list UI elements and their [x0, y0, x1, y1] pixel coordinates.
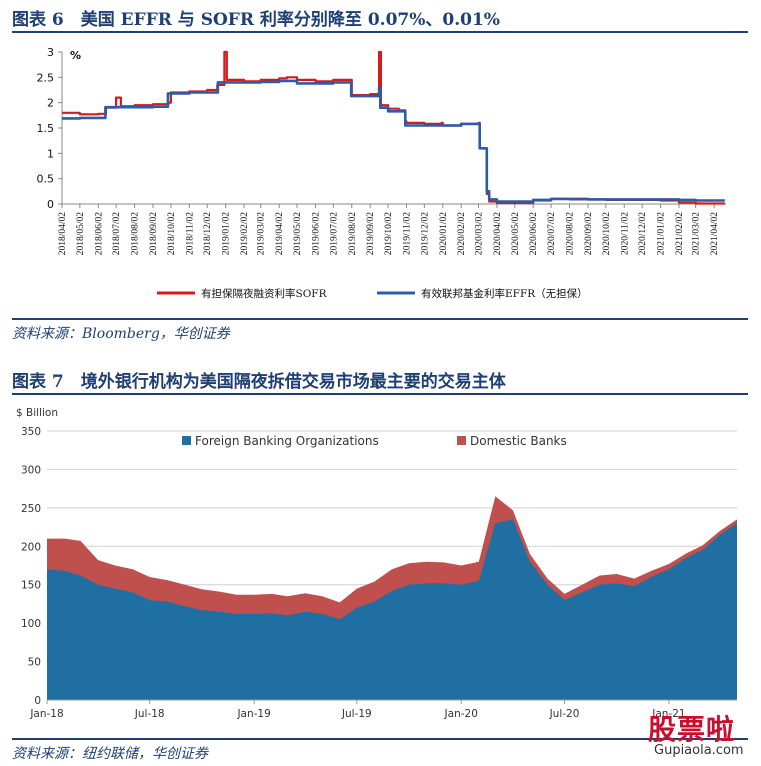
x-tick-label: 2018/09/02	[149, 212, 159, 256]
figure7-title: 图表 7 境外银行机构为美国隔夜拆借交易市场最主要的交易主体	[12, 372, 506, 392]
effr-series-line	[62, 79, 725, 203]
x-tick-label: 2020/02/02	[457, 212, 467, 256]
x-tick-label: 2019/08/02	[348, 212, 358, 256]
y-tick-label: 1	[47, 147, 54, 160]
x-tick-label: 2019/10/02	[384, 212, 394, 256]
figure6-bottom-rule	[12, 318, 748, 320]
site-watermark: 股票啦 Gupiaola.com	[648, 708, 758, 764]
figure7-bottom-rule	[12, 738, 748, 740]
x-tick-label: 2020/08/02	[566, 212, 576, 256]
y-tick-label: 2.5	[37, 71, 55, 84]
x-tick-label: Jan-20	[444, 708, 478, 720]
y-tick-label: 0	[34, 695, 41, 707]
x-tick-label: 2020/05/02	[511, 212, 521, 256]
x-tick-label: 2019/01/02	[222, 212, 232, 256]
x-tick-label: 2020/06/02	[529, 212, 539, 256]
y-tick-label: 300	[21, 464, 41, 476]
x-tick-label: 2021/04/02	[710, 212, 720, 256]
y-unit-label: %	[70, 49, 81, 62]
legend-swatch-domestic	[457, 436, 466, 445]
y-tick-label: 3	[47, 46, 54, 59]
x-tick-label: Jul-18	[134, 708, 165, 720]
figure6-title-rule	[12, 31, 748, 33]
domestic-banks-area	[47, 496, 737, 700]
y-unit-label: $ Billion	[16, 407, 58, 419]
x-tick-label: 2020/04/02	[493, 212, 503, 256]
y-tick-label: 0.5	[37, 173, 55, 186]
x-tick-label: Jul-19	[341, 708, 372, 720]
x-tick-label: Jan-18	[29, 708, 63, 720]
x-tick-label: Jan-19	[236, 708, 270, 720]
x-tick-label: 2018/12/02	[203, 212, 213, 256]
y-tick-label: 100	[21, 618, 41, 630]
x-tick-label: 2020/03/02	[474, 212, 484, 256]
y-tick-label: 50	[28, 657, 41, 669]
x-tick-label: 2020/09/02	[584, 212, 594, 256]
rates-line-chart: 0 0.5 1 1.5 2 2.5 3 % 2018/04/02 2018/05/02 2018/0…	[37, 46, 726, 300]
watermark-chinese: 股票啦	[648, 713, 736, 746]
x-tick-label: Jul-20	[549, 708, 580, 720]
watermark-url: Gupiaola.com	[654, 743, 744, 758]
x-tick-label: 2018/06/02	[94, 212, 104, 256]
x-tick-label: 2019/07/02	[329, 212, 339, 256]
legend-label-effr: 有效联邦基金利率EFFR（无担保）	[421, 287, 588, 300]
legend-label-domestic: Domestic Banks	[470, 434, 567, 448]
figure7-source: 资料来源：纽约联储，华创证券	[12, 746, 208, 762]
x-tick-label: 2018/04/02	[58, 212, 68, 256]
x-tick-label: 2020/12/02	[638, 212, 648, 256]
x-tick-label: 2018/05/02	[76, 212, 86, 256]
y-tick-label: 0	[47, 198, 54, 211]
figure7-title-rule	[12, 393, 748, 395]
sofr-series-line	[62, 50, 725, 205]
x-tick-label: 2019/05/02	[293, 212, 303, 256]
x-tick-label: 2018/11/02	[185, 212, 195, 255]
x-tick-label: 2021/01/02	[657, 212, 667, 256]
x-tick-label: 2020/10/02	[602, 212, 612, 256]
x-tick-label: 2018/10/02	[167, 212, 177, 256]
x-tick-label: 2021/02/02	[675, 212, 685, 256]
legend-swatch-foreign	[182, 436, 191, 445]
legend-label-foreign: Foreign Banking Organizations	[195, 434, 379, 448]
y-tick-label: 150	[21, 580, 41, 592]
x-tick-label: 2018/07/02	[112, 212, 122, 256]
x-tick-label: 2018/08/02	[131, 212, 141, 256]
figure6-title: 图表 6 美国 EFFR 与 SOFR 利率分别降至 0.07%、0.01%	[12, 10, 500, 30]
figure6-source: 资料来源：Bloomberg，华创证券	[12, 326, 230, 342]
y-tick-label: 250	[21, 503, 41, 515]
x-tick-label: 2019/03/02	[257, 212, 267, 256]
x-tick-label: 2020/07/02	[547, 212, 557, 256]
foreign-banks-area	[47, 519, 737, 700]
x-tick-label: 2019/04/02	[275, 212, 285, 256]
y-tick-label: 200	[21, 541, 41, 553]
x-tick-label: 2021/03/02	[692, 212, 702, 256]
x-tick-label: 2020/11/02	[620, 212, 630, 255]
x-tick-label: 2019/02/02	[240, 212, 250, 256]
x-tick-label: 2019/09/02	[366, 212, 376, 256]
legend-label-sofr: 有担保隔夜融资利率SOFR	[201, 287, 328, 300]
x-tick-label: 2019/12/02	[420, 212, 430, 256]
y-tick-label: 350	[21, 426, 41, 438]
x-tick-label: 2019/11/02	[402, 212, 412, 255]
y-tick-label: 2	[47, 97, 54, 110]
x-tick-label: 2020/01/02	[439, 212, 449, 256]
x-tick-label: 2019/06/02	[311, 212, 321, 256]
y-tick-label: 1.5	[37, 122, 55, 135]
